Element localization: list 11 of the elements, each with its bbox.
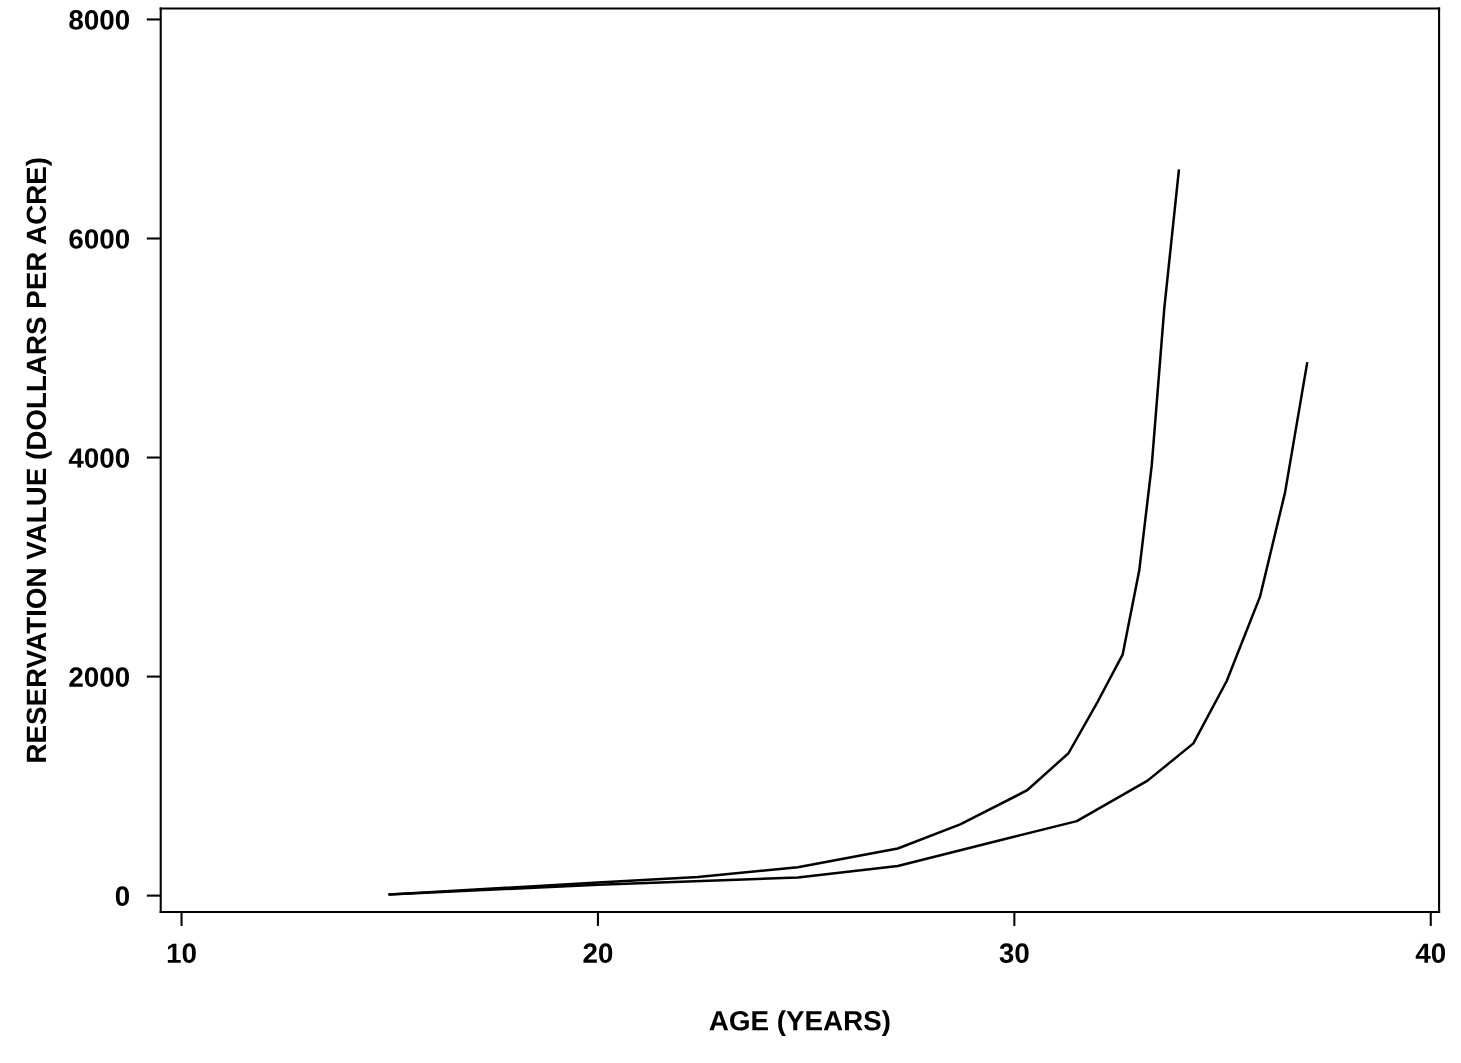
y-tick-label: 0 <box>115 886 130 906</box>
x-axis-title: AGE (YEARS) <box>709 1010 890 1037</box>
y-tick-label: 2000 <box>69 667 130 687</box>
x-tick-label: 20 <box>583 943 613 964</box>
y-tick-label: 6000 <box>69 229 130 249</box>
y-tick-label: 4000 <box>68 448 130 468</box>
x-tick-label: 40 <box>1415 943 1446 964</box>
x-tick-label: 30 <box>999 943 1029 964</box>
x-tick-label: 10 <box>167 943 196 964</box>
y-tick-label: 8000 <box>69 10 130 30</box>
y-axis-title: RESERVATION VALUE (DOLLARS PER ACRE) <box>25 158 52 762</box>
